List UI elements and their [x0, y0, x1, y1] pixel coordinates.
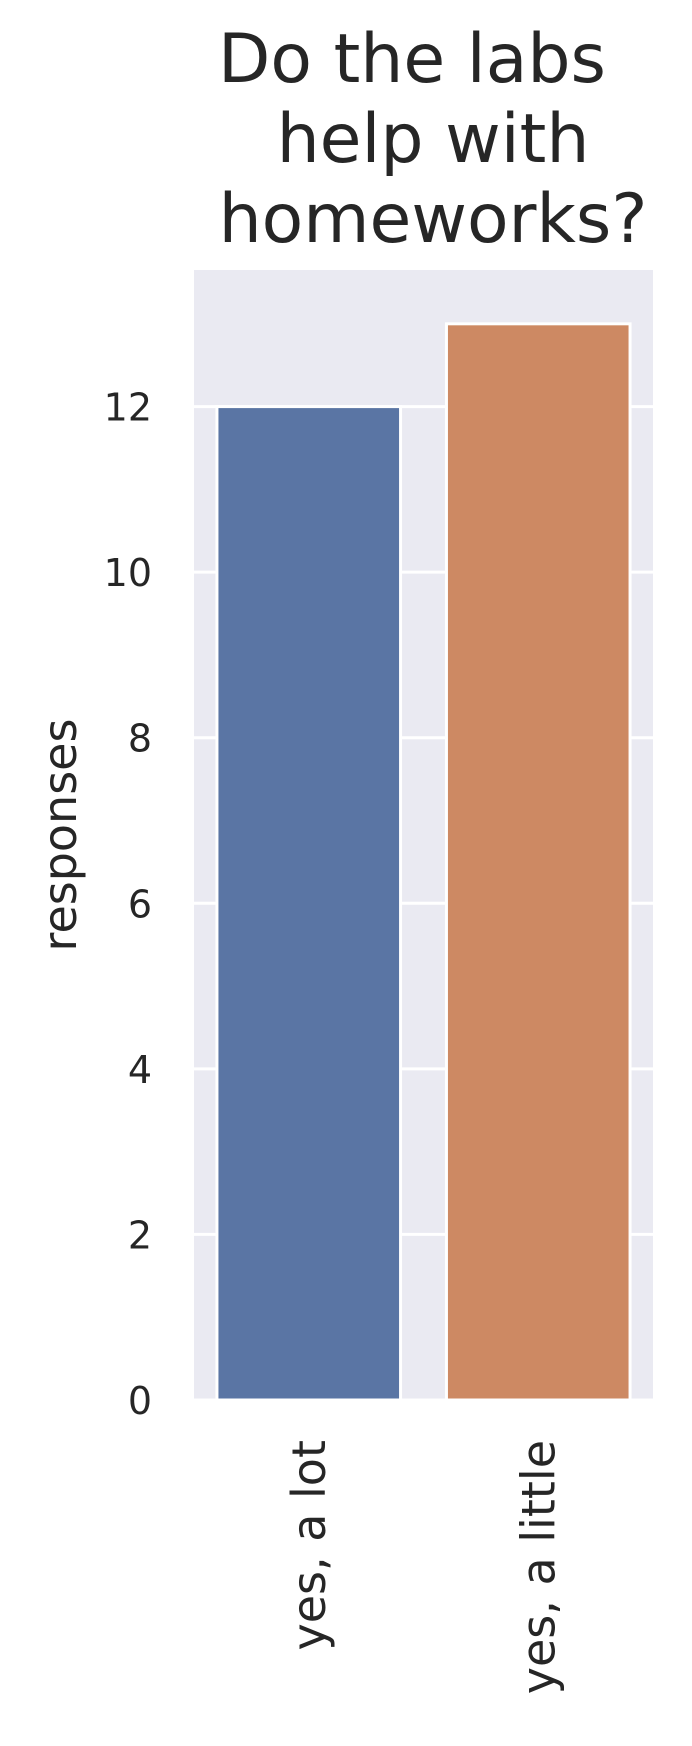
x-tick-label: yes, a lot — [282, 1440, 336, 1651]
y-tick-label: 0 — [128, 1379, 152, 1423]
y-tick-label: 12 — [104, 386, 152, 430]
bar — [215, 405, 403, 1402]
chart-title: Do the labs help with homeworks? — [218, 20, 647, 259]
chart-title-line: Do the labs — [218, 20, 606, 99]
x-tick-label: yes, a little — [511, 1440, 565, 1694]
y-axis-label: responses — [33, 719, 87, 952]
y-tick-label: 8 — [128, 717, 152, 761]
y-tick-label: 2 — [128, 1213, 152, 1257]
chart-title-line: help with — [277, 100, 590, 179]
y-tick-label: 6 — [128, 882, 152, 926]
bars — [215, 322, 632, 1402]
y-axis-ticks: 0 2 4 6 8 10 12 — [104, 386, 152, 1423]
x-axis-ticks: yes, a lot yes, a little — [282, 1440, 566, 1694]
chart-title-line: homeworks? — [219, 180, 648, 259]
y-tick-label: 4 — [128, 1048, 152, 1092]
bar — [444, 322, 632, 1402]
y-tick-label: 10 — [104, 551, 152, 595]
